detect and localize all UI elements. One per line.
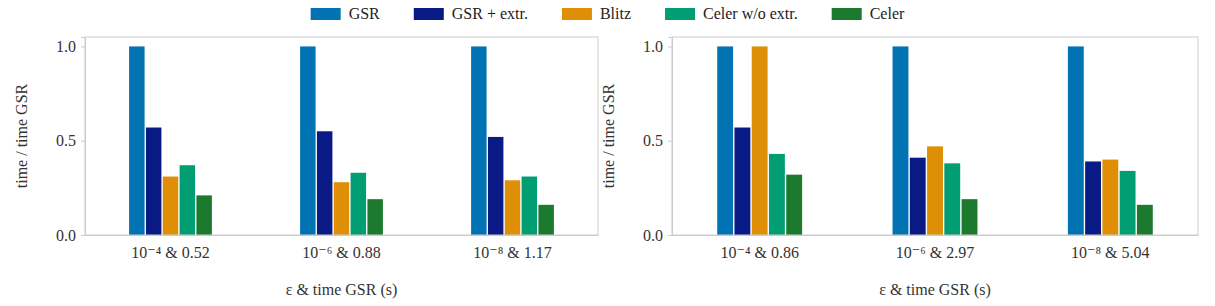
y-tick: 0.5 xyxy=(56,132,85,149)
bar xyxy=(351,173,366,235)
y-tick-mark xyxy=(668,141,672,142)
bar xyxy=(180,165,195,235)
bar xyxy=(1137,205,1153,235)
y-tick: 1.0 xyxy=(56,38,85,55)
x-axis-title: ε & time GSR (s) xyxy=(286,281,398,299)
legend-swatch xyxy=(414,8,444,20)
x-tick-label: 10⁻⁴ & 0.52 xyxy=(131,244,209,261)
bar xyxy=(1102,160,1118,235)
y-tick: 1.0 xyxy=(643,38,672,55)
legend-item: GSR + extr. xyxy=(414,5,528,22)
bar xyxy=(944,163,960,235)
bar xyxy=(752,46,768,235)
legend-label: GSR + extr. xyxy=(452,5,528,22)
x-tick: 10⁻⁴ & 0.52 xyxy=(131,244,209,261)
bar xyxy=(522,177,537,235)
x-axis-title: ε & time GSR (s) xyxy=(879,281,991,299)
legend: GSR GSR + extr. Blitz Celer w/o extr. Celer xyxy=(311,5,905,22)
bar xyxy=(300,46,315,235)
x-tick-label: 10⁻⁸ & 5.04 xyxy=(1071,244,1149,261)
y-tick: 0.0 xyxy=(56,227,85,244)
x-tick: 10⁻⁸ & 1.17 xyxy=(473,244,551,261)
x-tick: 10⁻⁴ & 0.86 xyxy=(720,244,798,261)
bars xyxy=(717,46,1153,235)
bar xyxy=(367,199,382,235)
plot-frame xyxy=(672,37,1198,235)
y-tick-label: 0.0 xyxy=(643,227,663,244)
y-axis-title: time / time GSR xyxy=(600,83,617,188)
legend-item: Blitz xyxy=(562,5,631,22)
panel: 0.0 0.5 1.0 10⁻⁴ & 0.52 10⁻⁶ & 0.88 10⁻⁸ & 1.… xyxy=(13,37,599,299)
legend-item: Celer w/o extr. xyxy=(665,5,798,22)
legend-swatch xyxy=(311,8,341,20)
bars xyxy=(129,46,554,235)
y-tick-label: 0.0 xyxy=(56,227,76,244)
y-axis-line xyxy=(668,38,673,236)
bar xyxy=(538,205,553,235)
bar xyxy=(129,46,144,235)
x-tick: 10⁻⁸ & 5.04 xyxy=(1071,244,1149,261)
bar xyxy=(146,128,161,235)
bar xyxy=(1085,161,1101,235)
x-tick-label: 10⁻⁴ & 0.86 xyxy=(720,244,798,261)
legend-swatch xyxy=(665,8,695,20)
x-tick: 10⁻⁶ & 2.97 xyxy=(896,244,974,261)
y-axis: 0.0 0.5 1.0 xyxy=(643,38,673,244)
x-tick-label: 10⁻⁸ & 1.17 xyxy=(473,244,551,261)
y-tick: 0.0 xyxy=(643,227,672,244)
y-axis-line xyxy=(81,38,86,236)
bar xyxy=(927,146,943,235)
panel: 0.0 0.5 1.0 10⁻⁴ & 0.86 10⁻⁶ & 2.97 10⁻⁸ & 5.… xyxy=(600,37,1199,299)
y-tick-label: 1.0 xyxy=(643,38,663,55)
bar xyxy=(1120,171,1136,235)
legend-label: Blitz xyxy=(600,5,631,22)
bar xyxy=(910,158,926,235)
bar xyxy=(334,182,349,235)
bar xyxy=(196,195,211,235)
legend-swatch xyxy=(562,8,592,20)
legend-item: GSR xyxy=(311,5,380,22)
bar xyxy=(962,199,978,235)
y-tick-mark xyxy=(668,235,672,236)
bar xyxy=(893,46,909,235)
x-axis-line xyxy=(673,235,1199,236)
x-tick: 10⁻⁶ & 0.88 xyxy=(302,244,380,261)
legend-label: GSR xyxy=(349,5,380,22)
x-axis: 10⁻⁴ & 0.52 10⁻⁶ & 0.88 10⁻⁸ & 1.17 xyxy=(86,236,599,262)
bar xyxy=(488,137,503,235)
bar xyxy=(163,177,178,235)
bar xyxy=(471,46,486,235)
legend-label: Celer xyxy=(870,5,905,22)
y-tick-mark xyxy=(668,46,672,47)
figure: 0.0 0.5 1.0 10⁻⁴ & 0.52 10⁻⁶ & 0.88 10⁻⁸ & 1.… xyxy=(0,0,1215,306)
bar xyxy=(769,154,785,235)
x-tick-label: 10⁻⁶ & 0.88 xyxy=(302,244,380,261)
x-tick-label: 10⁻⁶ & 2.97 xyxy=(896,244,974,261)
bar xyxy=(734,128,750,235)
plot-frame xyxy=(85,37,598,235)
y-tick-mark xyxy=(81,141,85,142)
bar xyxy=(786,175,802,235)
y-tick-label: 1.0 xyxy=(56,38,76,55)
x-axis: 10⁻⁴ & 0.86 10⁻⁶ & 2.97 10⁻⁸ & 5.04 xyxy=(673,236,1199,262)
y-tick-mark xyxy=(81,235,85,236)
y-axis: 0.0 0.5 1.0 xyxy=(56,38,86,244)
y-tick-mark xyxy=(81,46,85,47)
y-tick: 0.5 xyxy=(643,132,672,149)
legend-item: Celer xyxy=(832,5,905,22)
y-axis-title: time / time GSR xyxy=(13,83,30,188)
bar xyxy=(1068,46,1084,235)
x-axis-line xyxy=(86,235,599,236)
bar xyxy=(317,131,332,235)
y-tick-label: 0.5 xyxy=(643,132,663,149)
bar xyxy=(505,180,520,235)
y-tick-label: 0.5 xyxy=(56,132,76,149)
bar xyxy=(717,46,733,235)
legend-swatch xyxy=(832,8,862,20)
legend-label: Celer w/o extr. xyxy=(703,5,798,22)
